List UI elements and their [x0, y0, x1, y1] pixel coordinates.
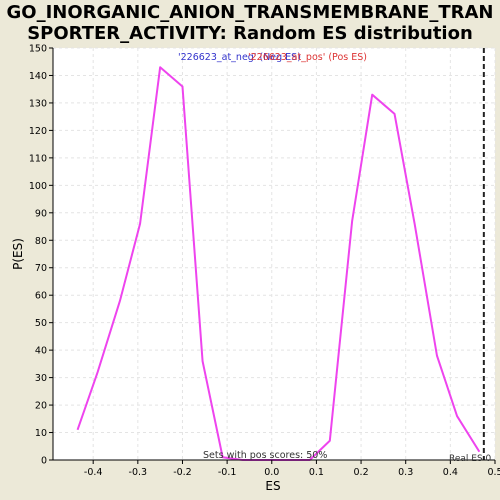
pos-scores-annotation: Sets with pos scores: 50% — [203, 450, 327, 461]
x-tick-label: 0.2 — [354, 467, 369, 478]
y-tick-label: 90 — [35, 208, 47, 219]
y-axis-ticks: 0 10 20 30 40 50 60 70 80 90 100 110 120 130 140 150 — [29, 44, 53, 467]
legend-pos-label: '226623_at_pos' (Pos ES) — [248, 52, 367, 63]
y-tick-label: 0 — [41, 456, 47, 467]
chart-title-line-1: GO_INORGANIC_ANION_TRANSMEMBRANE_TRAN — [6, 2, 494, 23]
x-tick-label: 0.3 — [398, 467, 413, 478]
x-tick-label: -0.2 — [173, 467, 192, 478]
real-es-label: Real ES 0 — [449, 454, 492, 464]
y-tick-label: 50 — [35, 318, 47, 329]
y-tick-label: 150 — [29, 44, 47, 55]
y-tick-label: 130 — [29, 98, 47, 109]
y-tick-label: 40 — [35, 346, 47, 357]
y-tick-label: 60 — [35, 291, 47, 302]
y-tick-label: 30 — [35, 373, 47, 384]
y-tick-label: 70 — [35, 263, 47, 274]
x-tick-label: -0.1 — [218, 467, 237, 478]
y-tick-label: 120 — [29, 126, 47, 137]
x-axis-label: ES — [265, 479, 280, 493]
legend-neg-label: '226623_at_neg' (Neg ES) — [178, 52, 301, 63]
x-tick-label: 0.5 — [487, 467, 500, 478]
plot-area — [53, 48, 495, 460]
y-tick-label: 10 — [35, 428, 47, 439]
x-tick-label: 0.4 — [443, 467, 458, 478]
y-axis-label: P(ES) — [11, 238, 25, 270]
y-tick-label: 110 — [29, 153, 47, 164]
chart-title: GO_INORGANIC_ANION_TRANSMEMBRANE_TRAN SP… — [0, 2, 500, 44]
x-axis-ticks: -0.4 -0.3 -0.2 -0.1 0.0 0.1 0.2 0.3 0.4 0.5 — [84, 460, 500, 478]
y-tick-label: 80 — [35, 236, 47, 247]
y-tick-label: 20 — [35, 401, 47, 412]
x-tick-label: -0.3 — [129, 467, 148, 478]
y-tick-label: 100 — [29, 181, 47, 192]
chart-title-line-2: SPORTER_ACTIVITY: Random ES distribution — [27, 23, 473, 44]
x-tick-label: 0.0 — [264, 467, 279, 478]
y-tick-label: 140 — [29, 71, 47, 82]
x-tick-label: -0.4 — [84, 467, 103, 478]
x-tick-label: 0.1 — [309, 467, 324, 478]
